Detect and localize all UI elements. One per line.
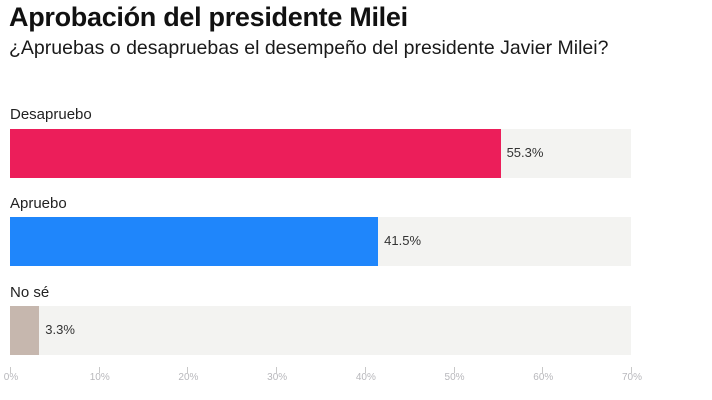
x-tick-label: 50% [444,372,465,383]
x-tick-label: 40% [355,372,376,383]
x-tick-label: 20% [178,372,199,383]
x-tick-mark [98,367,100,373]
x-tick-label: 30% [267,372,288,383]
value-label: 3.3% [45,322,75,337]
x-tick-mark [364,367,366,373]
value-label: 41.5% [384,233,422,248]
x-tick-label: 60% [533,372,554,383]
chart-title: Aprobación del presidente Milei [9,2,408,32]
x-tick-label: 70% [621,372,643,383]
category-label: Apruebo [10,195,67,212]
x-tick-mark [10,367,11,373]
x-tick-mark [542,367,544,373]
bar [10,129,501,178]
category-label: Desapruebo [10,106,92,123]
x-tick-label: 10% [89,372,110,383]
x-tick-mark [453,367,455,373]
x-tick-mark [276,367,278,373]
chart-subtitle: ¿Apruebas o desapruebas el desempeño del… [9,37,609,59]
bar [10,306,40,355]
bar [10,217,379,266]
x-tick-label: 0% [3,372,19,383]
category-label: No sé [10,284,50,301]
value-label: 55.3% [506,145,544,160]
bar-track [10,306,631,355]
x-tick-mark [631,367,632,373]
x-tick-mark [187,367,189,373]
